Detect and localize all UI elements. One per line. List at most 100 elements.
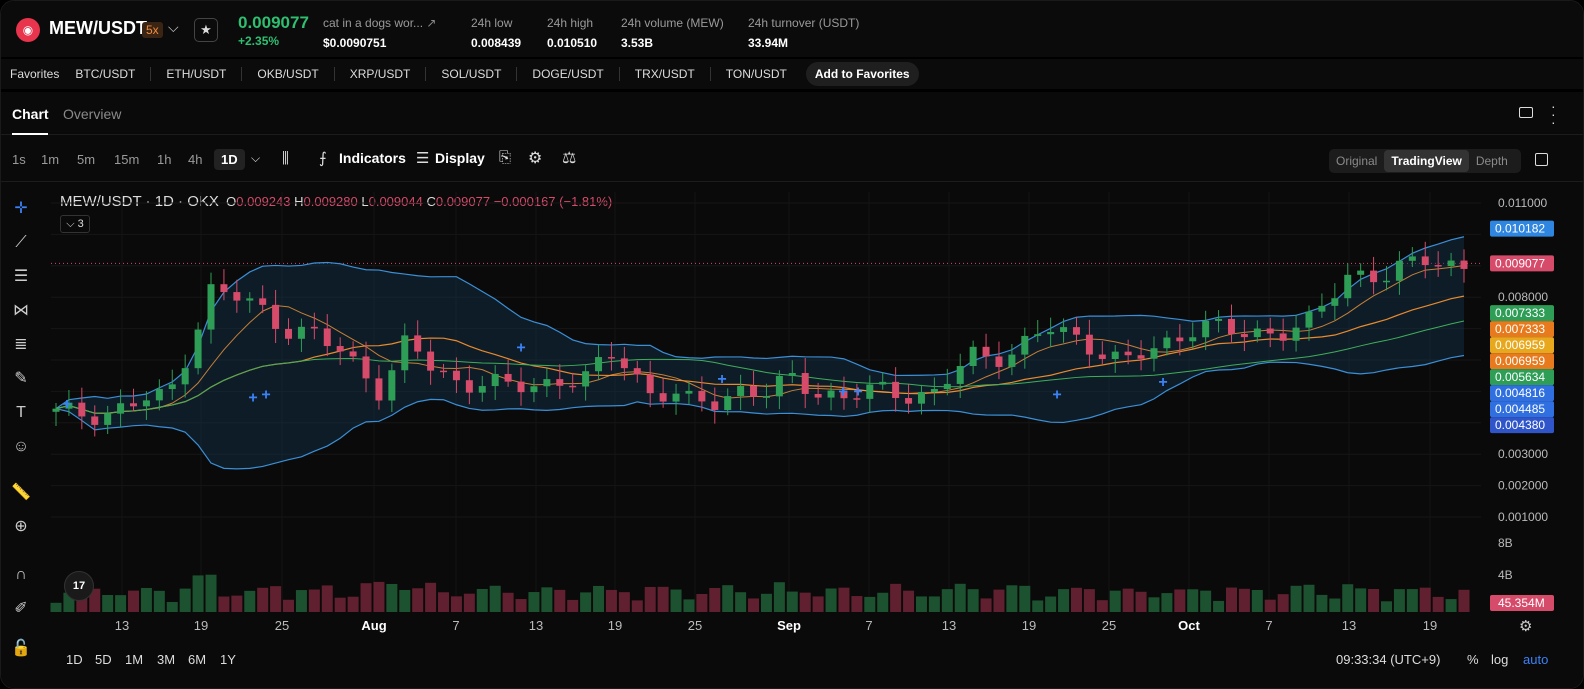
- favorite-item[interactable]: OKB/USDT: [241, 67, 333, 81]
- volume-bar: [580, 592, 592, 612]
- trendline-icon[interactable]: ⟋: [15, 234, 27, 251]
- candle-body: [104, 413, 112, 425]
- candle-body: [1034, 334, 1042, 336]
- emoji-icon[interactable]: ☺: [12, 438, 30, 455]
- volume-bar: [1135, 591, 1147, 612]
- tab-chart[interactable]: Chart: [12, 106, 49, 122]
- favorite-star-button[interactable]: ★: [194, 18, 218, 42]
- candle-body: [1189, 337, 1197, 342]
- axis-settings-gear-icon[interactable]: ⚙: [1519, 618, 1533, 635]
- stat-24h-high: 24h high 0.010510: [547, 16, 597, 50]
- favorite-item[interactable]: XRP/USDT: [333, 67, 426, 81]
- timeframe-15m[interactable]: 15m: [114, 152, 140, 167]
- range-1m[interactable]: 1M: [125, 652, 144, 667]
- candle-body: [194, 329, 202, 369]
- candle-type-icon[interactable]: ⫼: [282, 150, 289, 167]
- indicator-toggle[interactable]: ⌵ 3: [60, 215, 90, 233]
- volume-bar: [218, 596, 230, 612]
- add-to-favorites-button[interactable]: Add to Favorites: [805, 62, 919, 86]
- volume-bar: [618, 592, 630, 612]
- gear-icon[interactable]: ⚙: [528, 150, 543, 167]
- pair-name[interactable]: MEW/USDT: [49, 18, 147, 38]
- stat-index: cat in a dogs wor... ↗ $0.0090751: [323, 16, 436, 50]
- percent-toggle[interactable]: %: [1467, 652, 1479, 667]
- mode-tradingview[interactable]: TradingView: [1384, 150, 1469, 172]
- volume-bar: [1213, 600, 1225, 612]
- signal-cross-icon: +: [62, 396, 71, 413]
- volume-bar: [347, 596, 359, 612]
- display-button[interactable]: Display: [435, 150, 485, 166]
- signal-marks: + + ++++ + ++: [62, 339, 1167, 413]
- legend-open: 0.009243: [236, 194, 291, 209]
- zoom-in-icon[interactable]: ⊕: [14, 518, 28, 535]
- price-tag: [1490, 401, 1554, 418]
- candle-body: [646, 374, 654, 394]
- favorite-item[interactable]: ETH/USDT: [150, 67, 241, 81]
- favorite-item[interactable]: TON/USDT: [709, 67, 802, 81]
- range-1d[interactable]: 1D: [66, 652, 83, 667]
- text-tool-icon[interactable]: T: [16, 404, 26, 421]
- pattern-icon[interactable]: ⋈: [13, 302, 29, 319]
- tab-overview[interactable]: Overview: [63, 106, 122, 122]
- legend-close: 0.009077: [435, 194, 491, 209]
- volume-tick-label: 8B: [1498, 536, 1513, 550]
- timeframe-5m[interactable]: 5m: [77, 152, 96, 167]
- log-toggle[interactable]: log: [1491, 652, 1509, 667]
- volume-bar: [864, 596, 876, 612]
- range-1y[interactable]: 1Y: [220, 652, 236, 667]
- candle-body: [956, 366, 964, 384]
- range-5d[interactable]: 5D: [95, 652, 112, 667]
- fib-icon[interactable]: ≣: [14, 336, 28, 353]
- magnet-icon[interactable]: ∩: [15, 566, 27, 583]
- chevron-down-icon[interactable]: ⌵: [251, 151, 261, 165]
- external-link-icon[interactable]: ↗: [426, 16, 437, 30]
- ruler-icon[interactable]: 📏: [11, 484, 31, 501]
- timeframe-1m[interactable]: 1m: [41, 152, 60, 167]
- price-tag-label: 0.004485: [1495, 402, 1545, 416]
- indicators-button[interactable]: Indicators: [339, 150, 406, 166]
- timeframe-1d[interactable]: 1D: [214, 149, 245, 170]
- more-vertical-icon[interactable]: · · ·: [1551, 98, 1556, 130]
- volume-bar: [877, 592, 889, 612]
- candle-body: [711, 401, 719, 411]
- mode-original[interactable]: Original: [1336, 154, 1378, 168]
- template-icon[interactable]: ⎘: [499, 149, 512, 166]
- unlock-icon[interactable]: 🔓: [11, 640, 31, 657]
- favorite-item[interactable]: SOL/USDT: [425, 67, 516, 81]
- favorite-item[interactable]: DOGE/USDT: [516, 67, 618, 81]
- expand-icon[interactable]: [1535, 153, 1548, 166]
- candle-body: [181, 368, 189, 385]
- clock[interactable]: 09:33:34 (UTC+9): [1336, 652, 1441, 667]
- timeframe-4h[interactable]: 4h: [188, 152, 203, 167]
- volume-bar: [567, 599, 579, 612]
- fullscreen-window-icon[interactable]: [1519, 107, 1533, 118]
- candle-body: [504, 373, 512, 382]
- mode-depth[interactable]: Depth: [1475, 154, 1508, 168]
- volume-bar: [838, 587, 850, 612]
- time-tick-label: 25: [1102, 618, 1116, 633]
- price-tag-label: 0.006959: [1495, 338, 1545, 352]
- candlestick-chart[interactable]: + + ++++ + ++ 0.0110000.0101820.0090770.0080…: [1, 182, 1584, 672]
- favorite-item[interactable]: BTC/USDT: [75, 67, 136, 81]
- chevron-down-icon[interactable]: ⌵: [168, 19, 179, 35]
- tradingview-logo[interactable]: 17: [64, 571, 94, 601]
- horizontal-lines-icon[interactable]: ☰: [13, 268, 29, 285]
- volume-bar: [890, 583, 902, 612]
- timeframe-1s[interactable]: 1s: [12, 152, 26, 167]
- display-icon[interactable]: ☰: [416, 150, 430, 167]
- lock-drawing-icon[interactable]: ✐: [14, 600, 28, 617]
- scale-icon[interactable]: ⚖: [562, 150, 577, 167]
- brush-icon[interactable]: ✎: [14, 370, 28, 387]
- indicators-icon[interactable]: ⨍: [319, 150, 327, 167]
- favorite-item[interactable]: TRX/USDT: [618, 67, 710, 81]
- chart-mode-switch: Original TradingView Depth: [1329, 149, 1521, 173]
- timeframe-1h[interactable]: 1h: [157, 152, 172, 167]
- range-6m[interactable]: 6M: [188, 652, 207, 667]
- range-3m[interactable]: 3M: [157, 652, 176, 667]
- crosshair-icon[interactable]: ✛: [14, 200, 28, 217]
- auto-toggle[interactable]: auto: [1523, 652, 1549, 667]
- bollinger-lower: [55, 354, 1465, 470]
- candle-body: [1421, 256, 1429, 266]
- candle-body: [1447, 260, 1455, 267]
- price-tag-label: 0.005634: [1495, 370, 1545, 384]
